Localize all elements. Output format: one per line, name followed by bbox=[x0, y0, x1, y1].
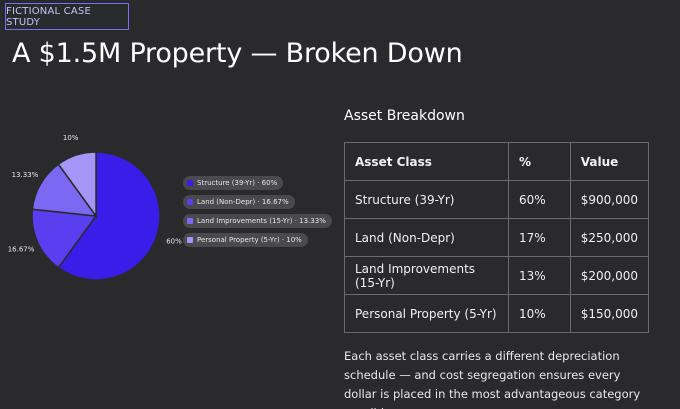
legend-swatch bbox=[187, 199, 193, 205]
table-row: Personal Property (5-Yr) 10% $150,000 bbox=[344, 294, 650, 333]
legend-swatch bbox=[187, 237, 193, 243]
cell-value: $200,000 bbox=[569, 256, 650, 295]
pie-slice bbox=[31, 163, 98, 217]
pie-chart: 60% 16.67% 13.33% 10% bbox=[0, 120, 330, 310]
pie-slice-label: 60% bbox=[166, 237, 182, 245]
legend-item: Personal Property (5-Yr) · 10% bbox=[183, 233, 308, 247]
table-row: Land (Non-Depr) 17% $250,000 bbox=[344, 218, 650, 257]
cell-percent: 17% bbox=[507, 218, 571, 257]
section-title: Asset Breakdown bbox=[344, 108, 465, 124]
cell-percent: 10% bbox=[507, 294, 571, 333]
table-row: Structure (39-Yr) 60% $900,000 bbox=[344, 180, 650, 219]
legend-swatch bbox=[187, 218, 193, 224]
table-row: Land Improvements (15-Yr) 13% $200,000 bbox=[344, 256, 650, 295]
asset-table: Asset Class % Value Structure (39-Yr) 60… bbox=[344, 142, 650, 333]
pie-slice-label: 13.33% bbox=[12, 171, 39, 179]
cell-asset-class: Personal Property (5-Yr) bbox=[344, 294, 509, 333]
cell-asset-class: Land Improvements (15-Yr) bbox=[344, 256, 509, 295]
legend-label: Personal Property (5-Yr) · 10% bbox=[197, 236, 302, 244]
legend-item: Land Improvements (15-Yr) · 13.33% bbox=[183, 214, 332, 228]
header-percent: % bbox=[507, 142, 571, 181]
legend-item: Structure (39-Yr) · 60% bbox=[183, 176, 284, 190]
pie-slice bbox=[31, 208, 98, 269]
pie-slice-label: 16.67% bbox=[8, 245, 35, 253]
legend-label: Land Improvements (15-Yr) · 13.33% bbox=[197, 217, 326, 225]
cell-asset-class: Structure (39-Yr) bbox=[344, 180, 509, 219]
page-title: A $1.5M Property — Broken Down bbox=[12, 38, 463, 69]
pie-slice bbox=[57, 151, 97, 219]
legend-label: Structure (39-Yr) · 60% bbox=[197, 179, 278, 187]
pie-slice bbox=[57, 151, 161, 281]
legend-label: Land (Non-Depr) · 16.67% bbox=[197, 198, 289, 206]
legend-item: Land (Non-Depr) · 16.67% bbox=[183, 195, 295, 209]
footnote-text: Each asset class carries a different dep… bbox=[344, 349, 641, 409]
cell-value: $250,000 bbox=[569, 218, 650, 257]
pie-slice-label: 10% bbox=[63, 134, 79, 142]
cell-percent: 60% bbox=[507, 180, 571, 219]
case-study-badge: FICTIONAL CASE STUDY bbox=[5, 3, 129, 30]
table-header-row: Asset Class % Value bbox=[344, 142, 650, 181]
pie-chart-svg: 60% 16.67% 13.33% 10% bbox=[8, 134, 182, 281]
header-asset-class: Asset Class bbox=[344, 142, 509, 181]
legend-swatch bbox=[187, 180, 193, 186]
cell-value: $150,000 bbox=[569, 294, 650, 333]
cell-value: $900,000 bbox=[569, 180, 650, 219]
chart-legend: Structure (39-Yr) · 60% Land (Non-Depr) ·… bbox=[183, 176, 332, 252]
cell-percent: 13% bbox=[507, 256, 571, 295]
cell-asset-class: Land (Non-Depr) bbox=[344, 218, 509, 257]
header-value: Value bbox=[569, 142, 650, 181]
